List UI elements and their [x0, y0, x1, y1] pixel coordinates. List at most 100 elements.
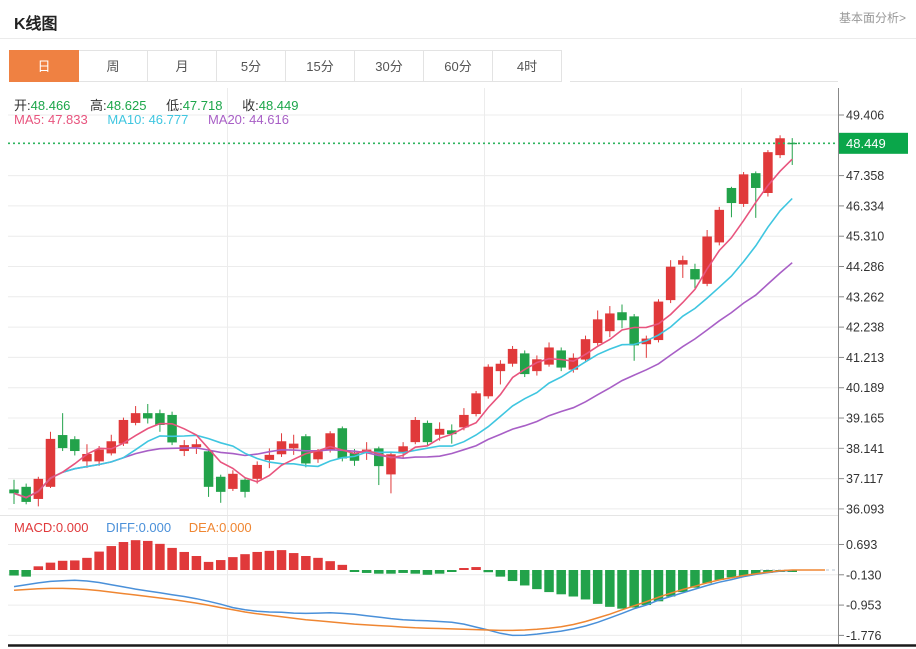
macd-bar [617, 570, 627, 609]
candle-body [532, 359, 542, 372]
macd-bar [228, 557, 238, 570]
ma5-value: MA547.833 [14, 112, 88, 127]
candle-body [21, 486, 31, 502]
ma20-value: MA2044.616 [208, 112, 289, 127]
macd-bar [45, 562, 56, 570]
candle-body [653, 301, 664, 341]
tab-15min[interactable]: 15分 [285, 50, 355, 82]
macd-bar [665, 570, 676, 597]
candle-body [605, 313, 615, 332]
candle-body [483, 366, 493, 397]
candle-body [580, 339, 591, 360]
macd-bar [714, 570, 725, 580]
macd-axis-label: 0.693 [846, 538, 877, 552]
ma20-line [13, 262, 793, 499]
candle-body [130, 413, 141, 423]
macd-bar [361, 570, 372, 573]
diff-value: DIFF0.000 [106, 520, 171, 535]
ohlc-legend: 开48.466 高48.625 低47.718 收48.449 [14, 95, 315, 114]
macd-bar [386, 570, 396, 574]
candle-body [459, 414, 469, 428]
tab-month[interactable]: 月 [147, 50, 217, 82]
candle-body [787, 142, 797, 145]
candle-body [215, 476, 226, 492]
candle-body [726, 187, 737, 204]
price-axis-label: 46.334 [846, 199, 884, 213]
candle-body [495, 363, 506, 372]
macd-bar [167, 547, 177, 570]
candle-body [617, 312, 627, 321]
macd-bar [507, 570, 518, 582]
candle-body [386, 454, 396, 475]
macd-bar [690, 570, 700, 588]
macd-bar [434, 570, 445, 574]
candle-body [738, 174, 749, 204]
ma5-line [13, 158, 793, 499]
macd-bar [532, 570, 542, 590]
price-axis-label: 49.406 [846, 109, 884, 123]
open-value: 开48.466 [14, 98, 70, 113]
candle-body [702, 236, 712, 284]
macd-bar [641, 570, 652, 605]
tab-day[interactable]: 日 [9, 50, 79, 82]
candle-body [94, 449, 104, 462]
candle-body [568, 357, 579, 370]
candle-body [447, 430, 457, 435]
macd-bar [483, 570, 493, 573]
tab-30min[interactable]: 30分 [354, 50, 424, 82]
candle-body [106, 441, 117, 454]
dea-value: DEA0.000 [189, 520, 252, 535]
price-axis-label: 43.262 [846, 290, 884, 304]
candle-body [203, 451, 214, 487]
macd-bar [179, 551, 189, 570]
macd-bar [726, 570, 737, 578]
tab-4hour[interactable]: 4时 [492, 50, 562, 82]
price-axis-label: 41.213 [846, 351, 884, 365]
candle-body [118, 419, 129, 444]
price-axis-label: 47.358 [846, 169, 884, 183]
macd-bar [82, 557, 92, 570]
macd-bar [288, 553, 299, 570]
low-value: 低47.718 [166, 98, 222, 113]
macd-bar [580, 570, 591, 600]
macd-legend: MACD0.000 DIFF0.000 DEA0.000 [14, 520, 266, 535]
tab-week[interactable]: 周 [78, 50, 148, 82]
macd-bar [313, 557, 323, 570]
price-axis-label: 37.117 [846, 472, 883, 486]
macd-bar [751, 570, 761, 575]
candle-body [264, 454, 275, 460]
macd-bar [398, 570, 408, 573]
fundamental-analysis-link[interactable]: 基本面分析> [838, 11, 906, 25]
candle-body [33, 478, 44, 499]
macd-bar [118, 542, 129, 570]
macd-bar [276, 550, 287, 570]
macd-bar [215, 560, 226, 570]
ma-legend: MA547.833 MA1046.777 MA2044.616 [14, 112, 305, 127]
price-axis-label: 44.286 [846, 260, 884, 274]
macd-bar [629, 570, 639, 608]
macd-bar [544, 570, 554, 593]
macd-bar [422, 570, 433, 575]
price-axis-label: 36.093 [846, 502, 884, 516]
candle-body [276, 441, 287, 455]
ma10-line [13, 197, 793, 499]
candle-body [167, 414, 177, 443]
candle-body [690, 269, 700, 280]
macd-bar [191, 556, 202, 570]
tab-60min[interactable]: 60分 [423, 50, 493, 82]
candle-body [155, 413, 165, 425]
candle-body [434, 428, 445, 435]
macd-bar [325, 561, 335, 570]
macd-bar [702, 570, 712, 584]
candle-body [82, 453, 92, 462]
macd-bar [459, 568, 469, 570]
candle-body [191, 444, 202, 448]
page-header: K线图 基本面分析> [0, 0, 916, 39]
candle-body [678, 260, 688, 265]
tab-5min[interactable]: 5分 [216, 50, 286, 82]
price-axis-label: 40.189 [846, 381, 884, 395]
candle-body [45, 438, 56, 487]
macd-value: MACD0.000 [14, 520, 88, 535]
